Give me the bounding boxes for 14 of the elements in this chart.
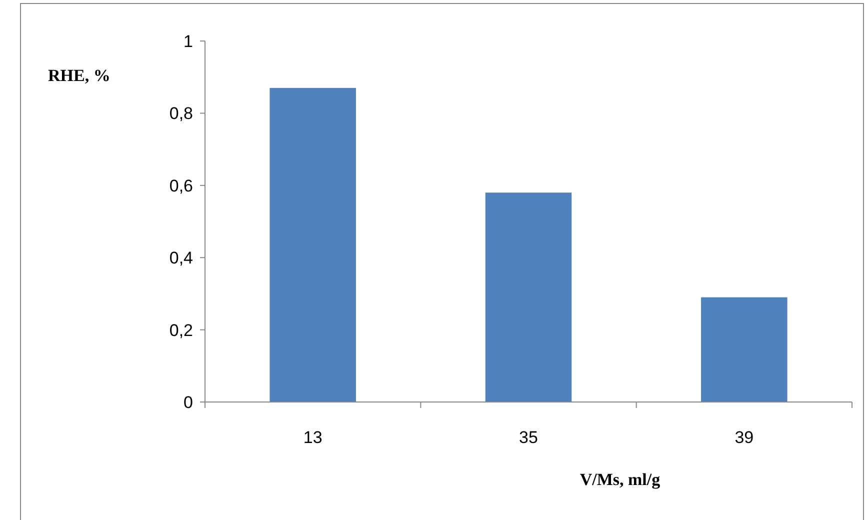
bar — [270, 88, 356, 402]
x-tick-label: 13 — [303, 428, 322, 447]
bar — [485, 192, 572, 402]
x-tick-label: 39 — [734, 428, 754, 447]
x-axis-title: V/Ms, ml/g — [580, 470, 661, 489]
y-tick-label: 0,6 — [169, 176, 193, 196]
y-tick-label: 1 — [184, 32, 193, 51]
y-tick-label: 0,2 — [169, 320, 193, 340]
y-tick-label: 0 — [184, 392, 193, 412]
x-tick-label: 35 — [519, 428, 538, 447]
y-axis-title: RHE, % — [48, 66, 110, 85]
bar — [701, 297, 788, 402]
y-tick-label: 0,8 — [169, 104, 193, 124]
y-tick-label: 0,4 — [169, 248, 193, 268]
